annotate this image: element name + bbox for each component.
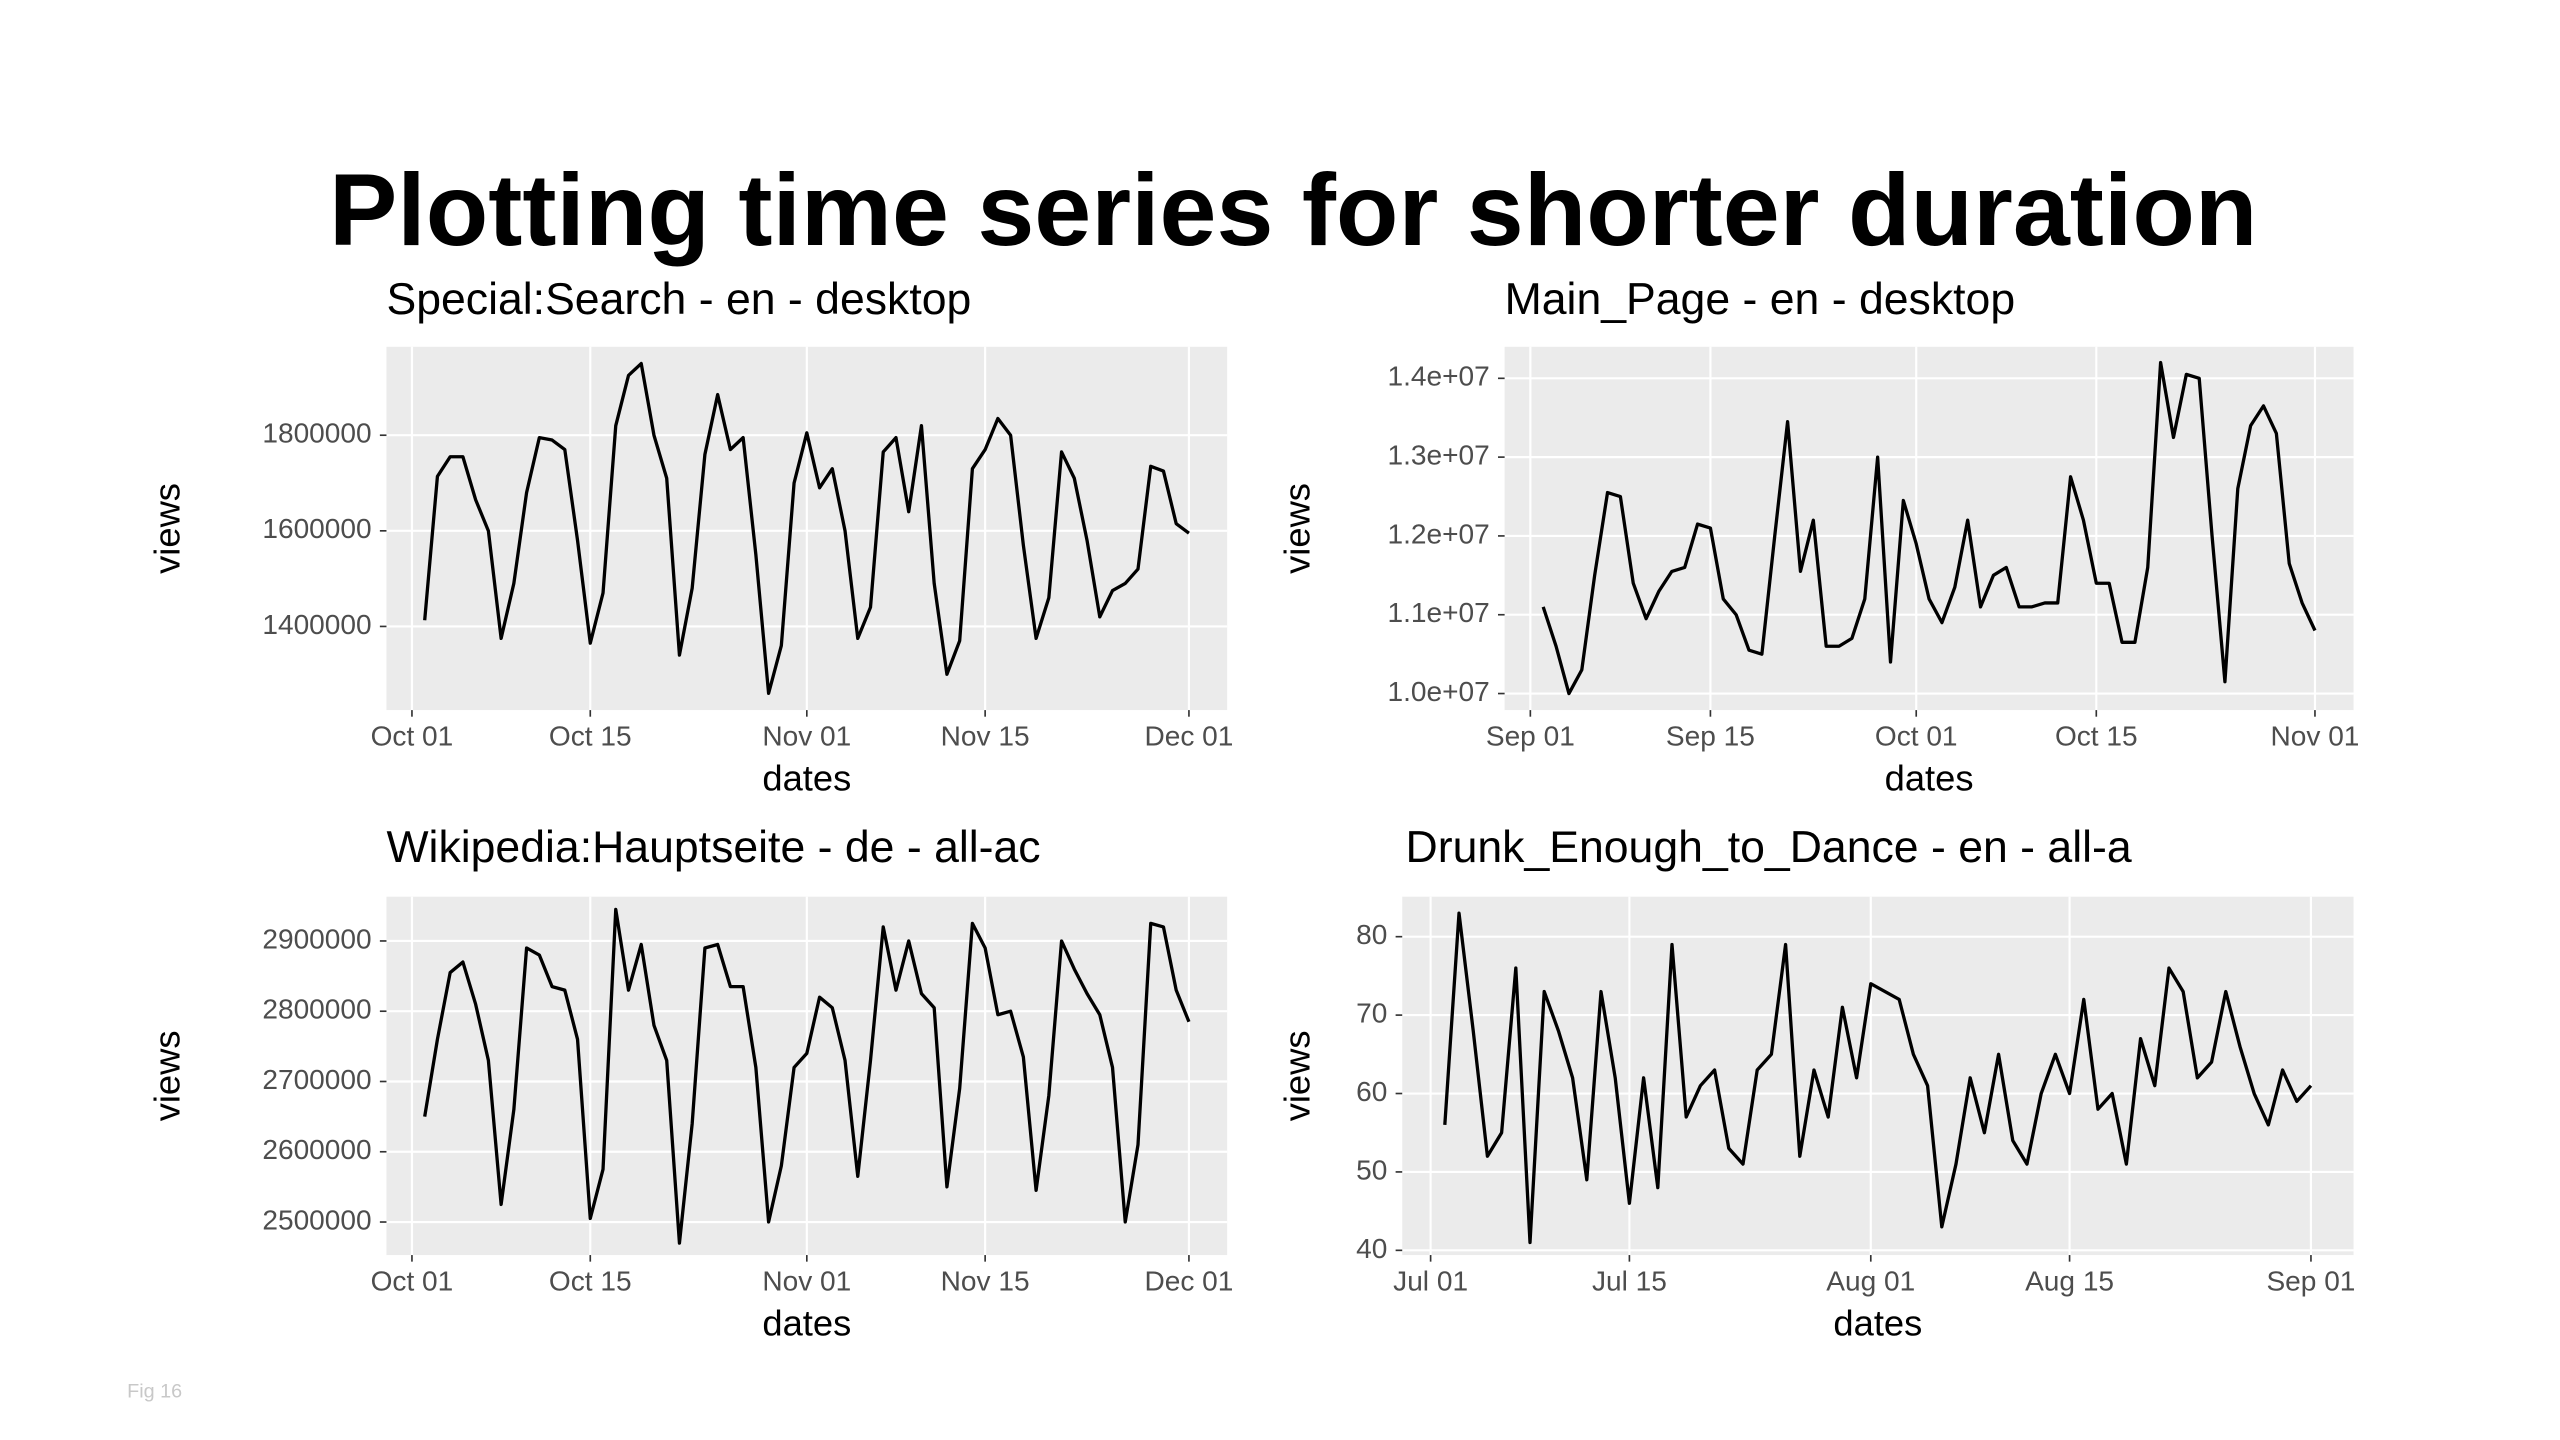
y-tick-label: 50	[1356, 1154, 1387, 1185]
x-tick-label: Dec 01	[1144, 721, 1233, 752]
y-tick-label: 1800000	[262, 418, 371, 449]
chart-title: Wikipedia:Hauptseite - de - all-ac	[386, 823, 1040, 872]
series-line	[423, 907, 1191, 1245]
y-tick-label: 1400000	[262, 609, 371, 640]
x-tick-label: Nov 15	[941, 721, 1030, 752]
y-axis-title: views	[147, 1030, 188, 1121]
x-tick-label: Nov 01	[762, 721, 851, 752]
y-axis-title: views	[1276, 483, 1317, 574]
y-tick-label: 1600000	[262, 513, 371, 544]
x-tick-label: Sep 01	[2266, 1266, 2355, 1297]
slide-title: Plotting time series for shorter duratio…	[329, 152, 2257, 267]
x-tick-label: Nov 15	[941, 1266, 1030, 1297]
x-tick-label: Aug 01	[1826, 1266, 1915, 1297]
y-tick-label: 80	[1356, 919, 1387, 950]
x-axis-title: dates	[1885, 758, 1974, 799]
x-axis-title: dates	[1833, 1303, 1922, 1344]
x-tick-label: Aug 15	[2025, 1266, 2114, 1297]
x-tick-label: Oct 15	[549, 721, 632, 752]
figure-caption: Fig 16	[127, 1380, 182, 1402]
y-tick-label: 1.2e+07	[1388, 518, 1490, 549]
x-tick-label: Oct 01	[371, 721, 454, 752]
x-tick-label: Jul 01	[1393, 1266, 1468, 1297]
y-tick-label: 1.3e+07	[1388, 440, 1490, 471]
x-tick-label: Nov 01	[762, 1266, 851, 1297]
chart-title: Drunk_Enough_to_Dance - en - all-a	[1406, 823, 2132, 872]
y-tick-label: 70	[1356, 998, 1387, 1029]
series-line	[1541, 360, 2317, 696]
series-line	[1443, 911, 2313, 1245]
x-tick-label: Jul 15	[1592, 1266, 1667, 1297]
x-axis-title: dates	[762, 758, 851, 799]
x-tick-label: Oct 15	[549, 1266, 632, 1297]
y-tick-label: 2700000	[262, 1064, 371, 1095]
y-tick-label: 2500000	[262, 1204, 371, 1235]
x-tick-label: Oct 15	[2055, 721, 2138, 752]
y-tick-label: 1.1e+07	[1388, 597, 1490, 628]
chart-title: Main_Page - en - desktop	[1505, 275, 2016, 324]
y-axis-title: views	[1276, 1030, 1317, 1121]
y-axis-title: views	[147, 483, 188, 574]
x-tick-label: Nov 01	[2270, 721, 2359, 752]
x-tick-label: Oct 01	[371, 1266, 454, 1297]
plot-panel	[1402, 896, 2354, 1256]
chart-title: Special:Search - en - desktop	[386, 275, 971, 324]
x-tick-label: Sep 15	[1666, 721, 1755, 752]
series-line	[423, 361, 1190, 696]
y-tick-label: 2900000	[262, 923, 371, 954]
y-tick-label: 1.0e+07	[1388, 676, 1490, 707]
x-axis-title: dates	[762, 1303, 851, 1344]
y-tick-label: 1.4e+07	[1388, 361, 1490, 392]
y-tick-label: 2800000	[262, 994, 371, 1025]
x-tick-label: Sep 01	[1486, 721, 1575, 752]
y-tick-label: 2600000	[262, 1134, 371, 1165]
y-tick-label: 60	[1356, 1076, 1387, 1107]
y-tick-label: 40	[1356, 1233, 1387, 1264]
x-tick-label: Dec 01	[1144, 1266, 1233, 1297]
x-tick-label: Oct 01	[1875, 721, 1958, 752]
